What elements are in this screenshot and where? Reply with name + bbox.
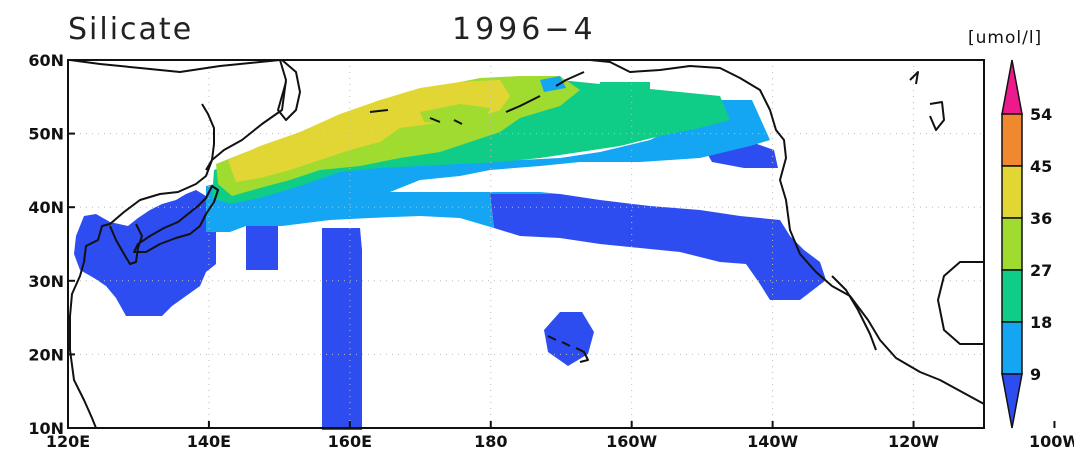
map-frame (67, 59, 985, 429)
coastline-korea (109, 223, 143, 265)
lon-tick-label: 160W (606, 432, 657, 451)
coastline-japan (133, 185, 219, 253)
lat-tick-label: 30N (28, 272, 64, 291)
units-label: [umol/l] (968, 28, 1043, 48)
field-level-36 (420, 104, 490, 124)
colorbar: 9 18 27 36 45 54 (1001, 59, 1052, 429)
lon-tick-label: 120W (888, 432, 939, 451)
lon-tick-label: 140W (747, 432, 798, 451)
lon-tick-label: 180 (474, 432, 507, 451)
colorbar-label: 9 (1030, 365, 1041, 384)
coastline-islands (909, 71, 945, 131)
colorbar-bottom-arrow (1001, 373, 1023, 429)
colorbar-segment (1001, 321, 1023, 375)
coastline-asia (69, 59, 287, 429)
colorbar-top-arrow (1001, 59, 1023, 115)
colorbar-label: 36 (1030, 209, 1052, 228)
lat-axis: 60N 50N 40N 30N 20N 10N (28, 51, 75, 438)
lat-tick-label: 20N (28, 345, 64, 364)
field-level-9 (246, 226, 278, 270)
lon-tick-label: 140E (187, 432, 231, 451)
variable-title: Silicate (68, 12, 194, 47)
colorbar-segment (1001, 269, 1023, 323)
colorbar-label: 18 (1030, 313, 1052, 332)
lon-axis: 120E 140E 160E 180 160W 140W 120W 100W (46, 421, 1074, 451)
lon-tick-label: 120E (46, 432, 90, 451)
colorbar-label: 27 (1030, 261, 1052, 280)
colorbar-label: 45 (1030, 157, 1052, 176)
lat-tick-label: 10N (28, 419, 64, 438)
field-level-27 (600, 82, 650, 92)
silicate-field-layer (74, 76, 826, 430)
field-level-45 (228, 80, 510, 182)
lat-tick-label: 40N (28, 198, 64, 217)
field-level-27 (212, 80, 730, 204)
lat-tick-label: 50N (28, 125, 64, 144)
coastline-sakhalin (201, 103, 215, 171)
colorbar-segment (1001, 217, 1023, 271)
field-level-9 (544, 312, 594, 366)
colorbar-label: 54 (1030, 105, 1052, 124)
coastline-baja (831, 275, 877, 351)
coastline-aleutians (369, 71, 585, 125)
field-level-18 (540, 76, 566, 92)
lon-tick-label: 100W (1029, 432, 1074, 451)
coastline-mexico (937, 261, 984, 345)
coastline-kamchatka (277, 59, 301, 121)
colorbar-segment (1001, 113, 1023, 167)
coastline-layer (69, 59, 985, 429)
field-level-9 (322, 228, 362, 430)
field-level-18 (206, 100, 770, 232)
coastline-alaska (589, 59, 985, 405)
colorbar-segment (1001, 165, 1023, 219)
field-level-9 (490, 194, 826, 300)
coastline-hawaii (547, 335, 589, 363)
lon-tick-label: 160E (328, 432, 372, 451)
graticule (68, 60, 984, 428)
lat-tick-label: 60N (28, 51, 64, 70)
time-title: 1996−4 (452, 12, 597, 47)
